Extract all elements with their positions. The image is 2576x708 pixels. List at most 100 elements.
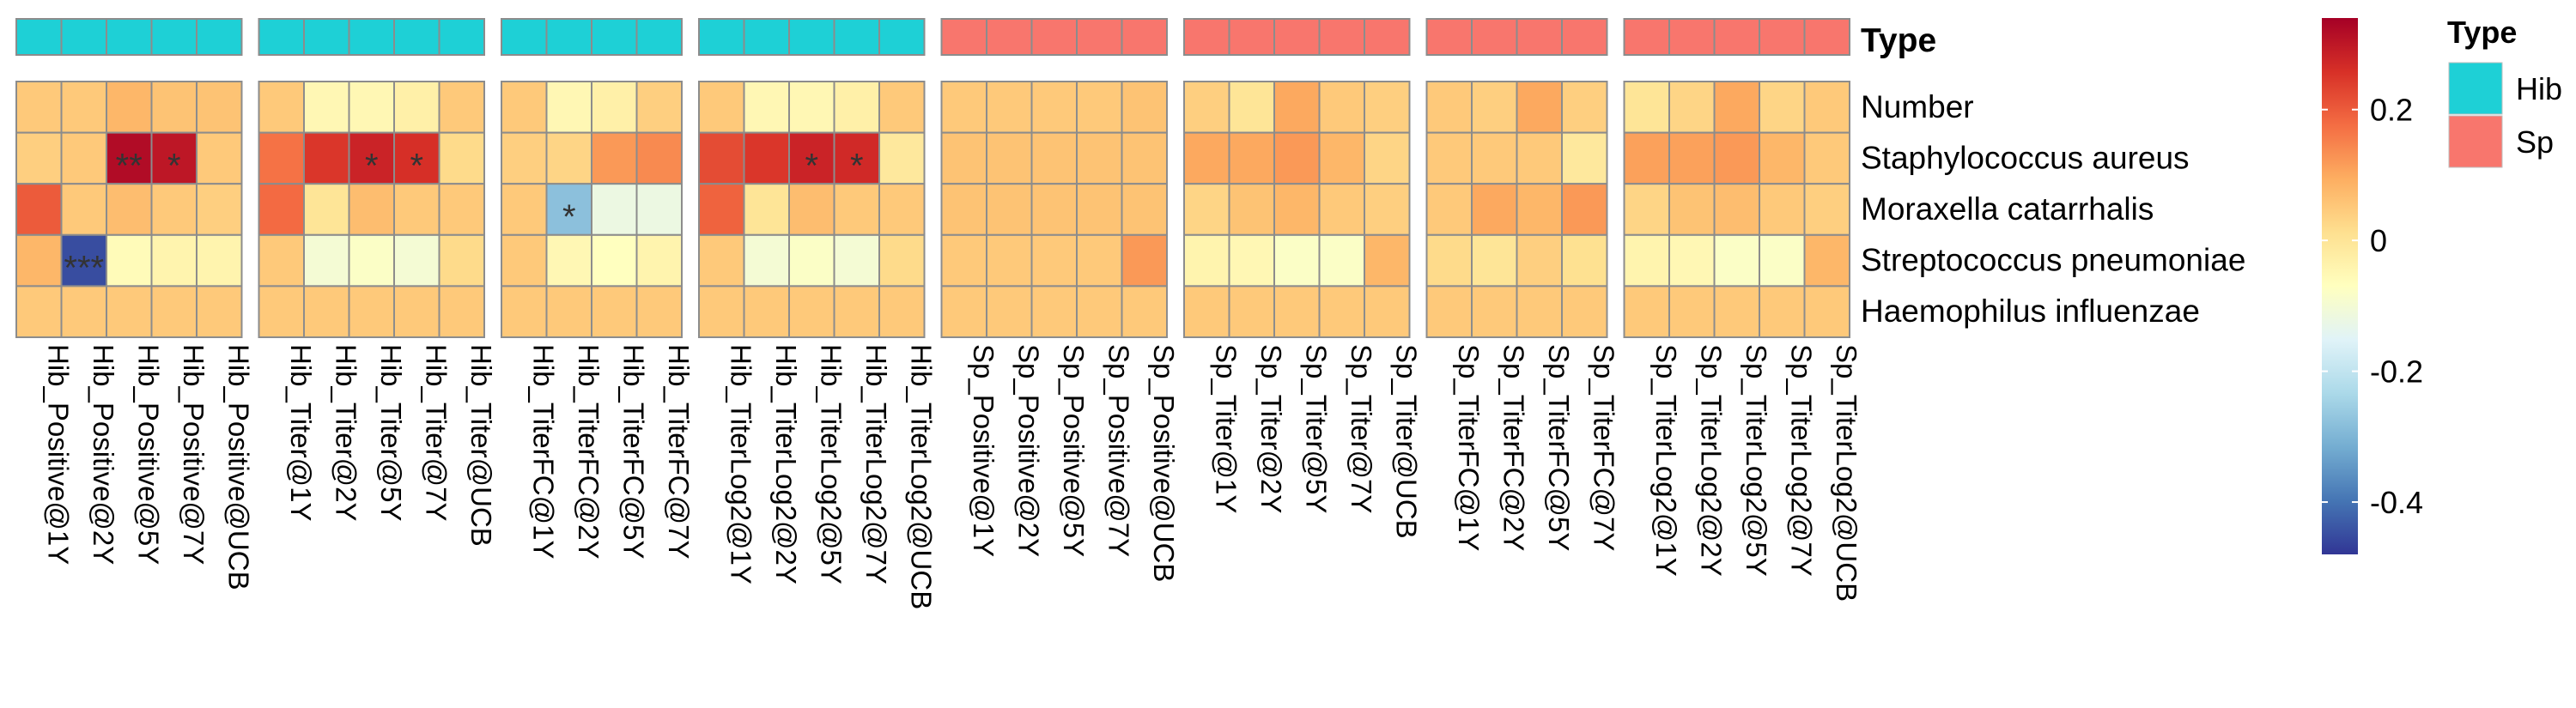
heatmap-cell: [591, 131, 638, 185]
legend-swatch: [2448, 115, 2503, 168]
column-label: Sp_Titer@UCB: [1390, 344, 1422, 539]
significance-mark: *: [562, 198, 576, 236]
annotation-cell: [1425, 18, 1473, 56]
heatmap-cell: [1759, 131, 1806, 185]
heatmap-cell: [591, 183, 638, 236]
heatmap-cell: [150, 233, 197, 287]
heatmap-cell: [878, 285, 926, 338]
heatmap-cell: [878, 183, 926, 236]
heatmap-cell: [1364, 81, 1411, 134]
heatmap-cell: [1516, 81, 1563, 134]
heatmap-cell: [438, 233, 485, 287]
heatmap-cell: [150, 81, 197, 134]
heatmap-cell: [635, 183, 683, 236]
heatmap-cells: [15, 81, 1850, 338]
heatmap-cell: [501, 285, 548, 338]
heatmap-cell: [1228, 183, 1275, 236]
heatmap-cell: [1030, 233, 1078, 287]
heatmap-cell: [15, 81, 63, 134]
heatmap-cell: [833, 233, 880, 287]
heatmap-cell: [788, 233, 835, 287]
annotation-cell: [591, 18, 638, 56]
annotation-cell: [788, 18, 835, 56]
heatmap-cell: [1759, 233, 1806, 287]
heatmap-cell: [940, 285, 987, 338]
heatmap-cell: [833, 183, 880, 236]
colorbar-tick-label: 0.2: [2370, 93, 2413, 128]
annotation-row-label: Type: [1861, 22, 1936, 59]
significance-mark: **: [116, 147, 143, 185]
column-label: Sp_Positive@UCB: [1148, 344, 1180, 582]
heatmap-cell: [698, 183, 745, 236]
annotation-cell: [196, 18, 243, 56]
heatmap-cell: [1668, 131, 1716, 185]
heatmap-cell: [258, 183, 305, 236]
colorbar-gradient: [2322, 18, 2358, 554]
colorbar-tick-label: 0: [2370, 223, 2387, 258]
heatmap-cell: [698, 131, 745, 185]
heatmap-cell: [1471, 183, 1518, 236]
heatmap-cell: [1076, 233, 1123, 287]
annotation-cell: [60, 18, 107, 56]
heatmap-cell: [196, 131, 243, 185]
heatmap-cell: [1561, 285, 1608, 338]
heatmap-cell: [1030, 285, 1078, 338]
heatmap-cell: [986, 131, 1033, 185]
heatmap-cell: [1471, 285, 1518, 338]
legend-items: Hib Sp: [2448, 62, 2562, 168]
heatmap-cell: [60, 285, 107, 338]
heatmap-cell: [1121, 131, 1168, 185]
annotation-cell: [1121, 18, 1168, 56]
annotation-cell: [150, 18, 197, 56]
heatmap-cell: [1713, 285, 1760, 338]
column-label: Hib_TiterLog2@2Y: [770, 344, 802, 584]
heatmap-cell: [1183, 131, 1230, 185]
heatmap-cell: [106, 233, 153, 287]
annotation-cell: [878, 18, 926, 56]
heatmap-cell: [545, 81, 592, 134]
heatmap-cell: [986, 233, 1033, 287]
heatmap-cell: [1318, 81, 1365, 134]
heatmap-cell: [501, 131, 548, 185]
heatmap-cell: [1364, 233, 1411, 287]
heatmap-cell: [393, 81, 440, 134]
heatmap-cell: [1668, 183, 1716, 236]
column-label: Hib_Positive@1Y: [42, 344, 74, 565]
heatmap-cell: [303, 233, 350, 287]
type-legend: Type Hib Sp: [2447, 15, 2562, 168]
heatmap-cell: [698, 81, 745, 134]
row-label: Staphylococcus aureus: [1861, 140, 2190, 175]
heatmap-cell: [1623, 131, 1670, 185]
column-label: Sp_TiterLog2@UCB: [1831, 344, 1862, 602]
heatmap-cell: [106, 183, 153, 236]
heatmap-cell: [878, 131, 926, 185]
significance-mark: *: [850, 147, 864, 185]
heatmap-cell: [788, 183, 835, 236]
row-label: Streptococcus pneumoniae: [1861, 243, 2245, 278]
heatmap-cell: [1030, 183, 1078, 236]
heatmap-cell: [150, 183, 197, 236]
heatmap-cell: [393, 285, 440, 338]
column-label: Sp_Titer@2Y: [1255, 344, 1287, 513]
significance-mark: *: [167, 147, 181, 185]
annotation-cell: [833, 18, 880, 56]
heatmap-cell: [258, 285, 305, 338]
heatmap-cell: [60, 81, 107, 134]
legend-title: Type: [2447, 15, 2517, 50]
heatmap-cell: [1076, 81, 1123, 134]
heatmap-cell: [1516, 233, 1563, 287]
heatmap-cell: [635, 81, 683, 134]
heatmap-cell: [591, 233, 638, 287]
annotation-cell: [501, 18, 548, 56]
significance-marks: ** ***** *** *: [64, 147, 863, 287]
annotation-cell: [986, 18, 1033, 56]
column-label: Sp_TiterFC@2Y: [1498, 344, 1529, 551]
annotation-cell: [1759, 18, 1806, 56]
annotation-cell: [348, 18, 395, 56]
heatmap-cell: [1425, 285, 1473, 338]
colorbar: 0.2 0 -0.2 -0.4: [2322, 18, 2423, 554]
heatmap-cell: [1623, 183, 1670, 236]
heatmap-cell: [878, 233, 926, 287]
column-label: Hib_TiterFC@2Y: [573, 344, 605, 560]
heatmap-cell: [1183, 81, 1230, 134]
